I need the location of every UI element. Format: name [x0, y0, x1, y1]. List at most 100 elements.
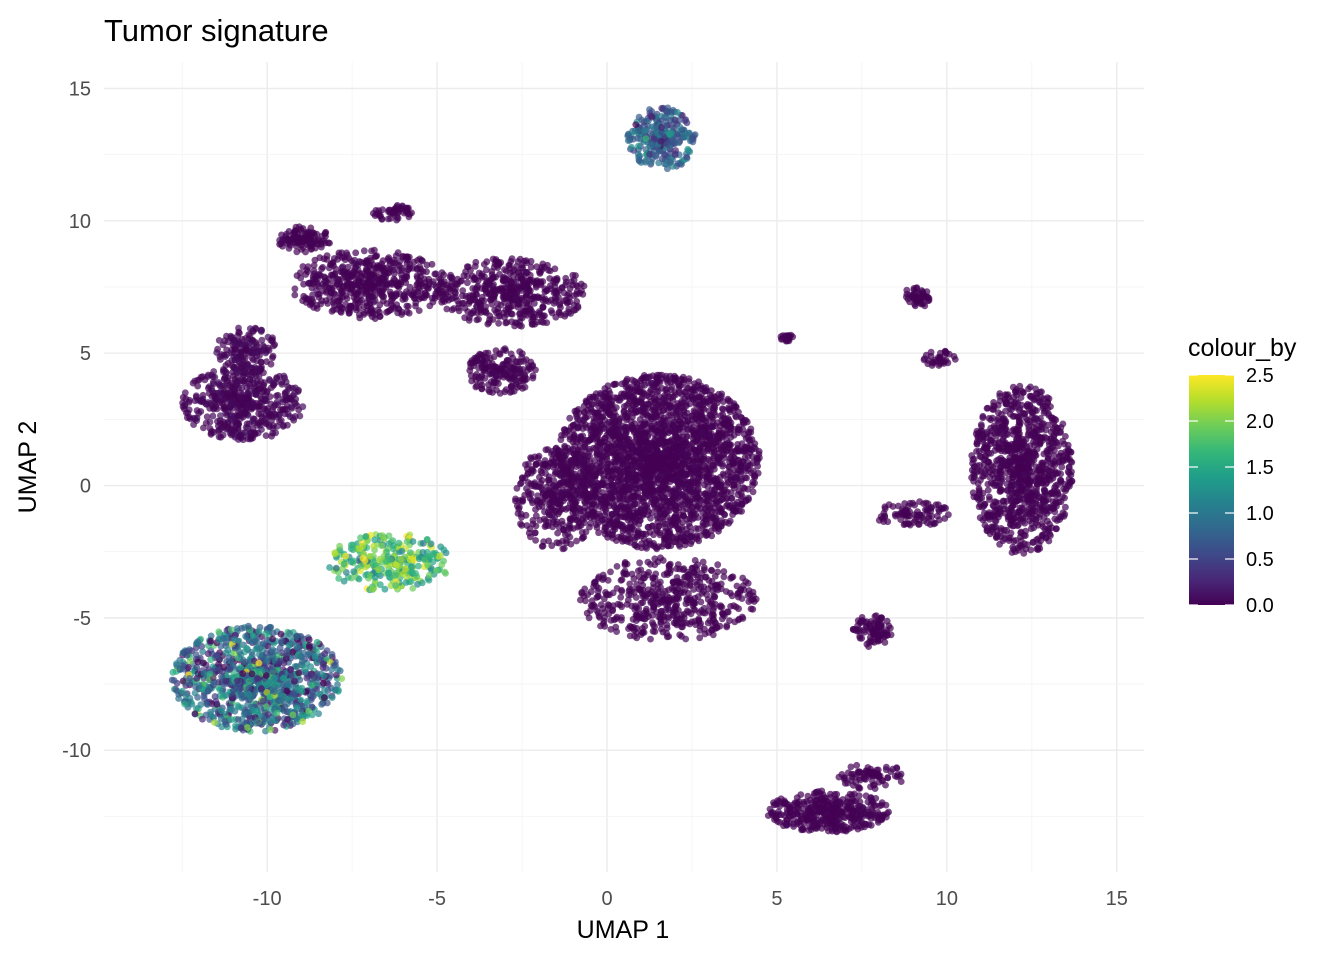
data-point — [653, 433, 661, 441]
data-point — [676, 543, 684, 550]
data-point — [572, 410, 580, 418]
data-point — [519, 278, 527, 286]
data-point — [532, 522, 540, 530]
data-point — [522, 461, 529, 469]
data-point — [663, 474, 670, 482]
data-point — [644, 558, 652, 566]
data-point — [335, 277, 343, 284]
data-point — [655, 600, 662, 608]
data-point — [588, 508, 596, 516]
data-point — [711, 593, 719, 601]
data-point — [586, 469, 593, 477]
data-point — [309, 291, 316, 299]
data-point — [344, 285, 352, 293]
data-point — [633, 477, 640, 484]
data-point — [649, 379, 656, 387]
data-point — [725, 444, 733, 452]
data-point — [711, 600, 719, 608]
data-point — [745, 598, 753, 605]
data-point — [448, 306, 456, 314]
data-point — [651, 561, 659, 569]
grid-lines — [104, 62, 1144, 872]
data-point — [557, 479, 565, 486]
data-point — [317, 300, 325, 308]
data-point — [334, 256, 341, 263]
data-point — [690, 586, 697, 593]
data-point — [294, 230, 302, 238]
data-point — [553, 276, 560, 283]
data-point — [717, 481, 725, 489]
data-point — [607, 568, 614, 576]
data-point — [691, 578, 699, 586]
data-point — [522, 268, 530, 276]
data-point — [663, 438, 671, 446]
data-point — [556, 455, 563, 462]
data-point — [708, 527, 715, 534]
data-point — [738, 507, 745, 515]
data-point — [652, 570, 660, 578]
data-point — [634, 507, 641, 515]
data-point — [651, 555, 659, 563]
data-point — [751, 474, 759, 481]
data-point — [489, 283, 497, 290]
data-point — [726, 458, 733, 466]
data-point — [485, 319, 493, 326]
data-point — [632, 407, 639, 415]
data-point — [739, 615, 747, 622]
data-point — [612, 481, 619, 489]
data-point — [527, 287, 534, 295]
data-point — [646, 388, 654, 396]
data-point — [568, 516, 576, 524]
data-point — [657, 554, 664, 562]
data-point — [547, 282, 554, 290]
data-point — [677, 420, 685, 428]
data-point — [308, 284, 316, 292]
data-point — [659, 454, 666, 461]
data-point — [594, 431, 602, 439]
data-point — [548, 542, 556, 550]
data-point — [705, 471, 713, 478]
data-point — [623, 457, 630, 464]
data-point — [389, 295, 396, 303]
data-point — [521, 474, 529, 482]
data-point — [304, 268, 312, 275]
data-point — [644, 374, 652, 381]
data-point — [699, 609, 707, 617]
data-point — [613, 512, 621, 520]
data-point — [631, 632, 638, 640]
data-point — [666, 561, 673, 569]
data-point — [546, 275, 554, 282]
data-point — [681, 586, 689, 593]
data-point — [716, 497, 724, 505]
data-point — [538, 294, 546, 301]
data-point — [610, 501, 617, 508]
data-point — [403, 270, 410, 278]
data-point — [699, 509, 706, 516]
data-point — [464, 279, 471, 287]
data-point — [598, 479, 606, 487]
data-point — [730, 484, 738, 492]
data-point — [625, 387, 633, 394]
data-point — [718, 393, 725, 400]
data-point — [390, 256, 398, 264]
data-points — [168, 104, 1076, 836]
data-point — [738, 501, 745, 508]
data-point — [663, 389, 671, 397]
data-point — [556, 470, 564, 478]
data-point — [638, 375, 646, 383]
data-point — [357, 292, 364, 300]
data-point — [609, 602, 617, 610]
data-point — [673, 565, 681, 573]
data-point — [668, 448, 676, 455]
data-point — [623, 402, 631, 409]
data-point — [537, 467, 545, 475]
data-point — [616, 601, 624, 609]
data-point — [467, 310, 475, 318]
data-point — [592, 470, 600, 478]
data-point — [623, 381, 630, 388]
data-point — [652, 404, 659, 412]
data-point — [751, 440, 759, 447]
data-point — [541, 263, 548, 271]
data-point — [708, 532, 716, 540]
data-point — [698, 415, 706, 423]
